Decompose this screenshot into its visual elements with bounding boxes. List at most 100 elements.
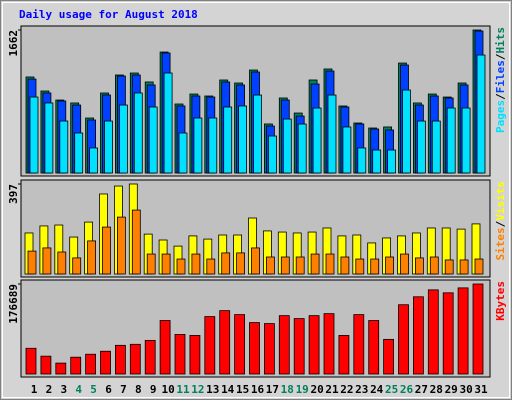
bar (323, 313, 335, 375)
bar (131, 209, 141, 275)
bar (100, 350, 111, 375)
bar (372, 149, 382, 174)
bar (208, 117, 218, 174)
bar (27, 250, 37, 275)
bar (355, 258, 365, 275)
chart-title: Daily usage for August 2018 (19, 8, 198, 21)
x-tick-label: 14 (221, 383, 235, 396)
bar (178, 132, 188, 174)
bar (223, 106, 233, 174)
bar (385, 256, 395, 275)
x-tick-label: 29 (445, 383, 458, 396)
legend-entry: KBytes (494, 281, 507, 321)
bar (327, 94, 337, 174)
bar (55, 362, 67, 375)
bar (191, 253, 201, 275)
x-tick-label: 3 (60, 383, 67, 396)
x-tick-label: 17 (266, 383, 279, 396)
x-tick-label: 8 (135, 383, 142, 396)
bar (308, 315, 320, 375)
legend: Sites/Visits (494, 181, 507, 261)
bar (265, 256, 275, 275)
bar (133, 92, 143, 174)
legend-separator: / (494, 53, 507, 60)
x-tick-label: 1 (31, 383, 38, 396)
bar (29, 96, 39, 174)
bar (442, 292, 454, 375)
bar (74, 132, 84, 174)
x-tick-label: 23 (355, 383, 368, 396)
bar (293, 318, 305, 375)
bar (444, 259, 454, 275)
bar (115, 344, 126, 375)
bar (446, 107, 456, 174)
x-tick-label: 2 (46, 383, 53, 396)
bar (297, 123, 307, 174)
bar (398, 304, 409, 375)
x-tick-label: 6 (105, 383, 112, 396)
bar (159, 320, 171, 375)
legend: KBytes (494, 281, 507, 321)
legend-separator: / (494, 220, 507, 227)
bar (427, 289, 439, 375)
y-tick-label: 1662 (7, 30, 20, 57)
bar (340, 256, 350, 275)
bar (44, 102, 54, 174)
bar (414, 257, 424, 275)
legend-entry: Pages (494, 100, 507, 133)
bar (57, 251, 67, 275)
bar (310, 253, 320, 275)
x-tick-label: 5 (90, 383, 97, 396)
x-tick-label: 10 (161, 383, 174, 396)
legend-separator: / (494, 93, 507, 100)
bar (148, 106, 158, 174)
bar (280, 256, 290, 275)
bar (72, 257, 82, 275)
bar (457, 287, 469, 375)
x-tick-label: 25 (385, 383, 398, 396)
bar (253, 94, 262, 174)
x-tick-label: 13 (206, 383, 219, 396)
legend-entry: Hits (494, 27, 507, 54)
bar (174, 334, 186, 375)
x-tick-label: 27 (415, 383, 428, 396)
x-tick-label: 28 (430, 383, 443, 396)
x-tick-label: 12 (191, 383, 204, 396)
bar (176, 258, 186, 275)
x-tick-label: 16 (251, 383, 265, 396)
bar (370, 258, 380, 275)
bar (117, 216, 126, 275)
bar (461, 107, 471, 174)
legend-entry: Visits (494, 181, 507, 221)
bar (144, 339, 156, 375)
bar (325, 253, 335, 275)
bar (70, 356, 82, 375)
bar (206, 258, 216, 275)
bar (219, 310, 231, 375)
bar (236, 252, 246, 275)
bar (459, 259, 469, 275)
bar (263, 323, 275, 375)
bar (353, 314, 365, 375)
bar (221, 252, 231, 275)
bar (59, 120, 69, 174)
bar (25, 347, 37, 375)
x-tick-label: 11 (176, 383, 190, 396)
x-tick-label: 30 (459, 383, 472, 396)
bar (278, 315, 290, 375)
bar (357, 147, 367, 174)
x-tick-label: 9 (150, 383, 157, 396)
x-tick-label: 21 (325, 383, 339, 396)
x-tick-label: 20 (310, 383, 323, 396)
bar (89, 147, 98, 174)
bar (282, 118, 292, 174)
bar (429, 256, 439, 275)
bar (102, 226, 111, 275)
bar (476, 54, 486, 174)
bar (193, 117, 203, 174)
x-tick-label: 24 (370, 383, 384, 396)
bar (312, 107, 322, 174)
bar (129, 343, 141, 375)
